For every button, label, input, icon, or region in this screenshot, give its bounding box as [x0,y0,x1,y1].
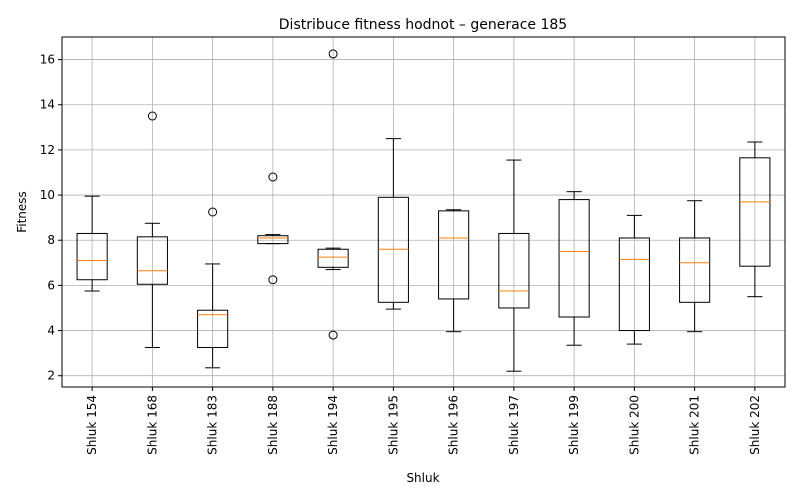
y-tick-label: 6 [47,278,55,292]
box-group [197,207,229,369]
x-tick-label: Shluk 199 [567,395,581,455]
chart-title: Distribuce fitness hodnot – generace 185 [279,17,567,33]
box-group [498,159,530,372]
y-tick-label: 10 [40,188,55,202]
plot-area-frame [61,36,786,388]
box-iqr [558,199,590,318]
box-group [438,209,470,333]
box-iqr [257,235,289,245]
outlier-point [147,111,157,121]
box-iqr [679,237,711,303]
outlier-point [268,275,278,285]
y-tick-label: 14 [40,98,55,112]
x-tick-label: Shluk 197 [507,395,521,455]
x-tick-label: Shluk 196 [447,395,461,455]
x-tick-label: Shluk 195 [386,395,400,455]
x-tick-label: Shluk 188 [266,395,280,455]
outlier-point [268,172,278,182]
x-tick-label: Shluk 200 [627,395,641,455]
box-iqr [438,210,470,300]
x-tick-label: Shluk 202 [748,395,762,455]
box-group [76,195,108,292]
box-iqr [136,236,168,285]
x-tick-label: Shluk 183 [206,395,220,455]
outlier-point [328,49,338,59]
box-iqr [739,157,771,267]
x-tick-label: Shluk 194 [326,395,340,455]
box-iqr [618,237,650,332]
x-axis-label: Shluk [406,471,439,485]
box-group [739,141,771,298]
y-axis-label: Fitness [15,191,29,233]
y-axis-ticks: 2 4 6 8 10 12 14 16 [40,53,62,383]
y-tick-label: 16 [40,53,55,67]
box-group [679,200,711,333]
y-tick-label: 2 [47,369,55,383]
y-tick-label: 12 [40,143,55,157]
box-iqr [377,196,409,303]
x-tick-label: Shluk 154 [85,395,99,455]
outlier-point [208,207,218,217]
box-group [377,138,409,310]
box-iqr [498,232,530,309]
outlier-point [328,330,338,340]
box-iqr [317,248,349,268]
box-series [76,49,771,372]
y-tick-label: 8 [47,233,55,247]
box-iqr [76,232,108,281]
x-axis-ticks: Shluk 154 Shluk 168 Shluk 183 Shluk 188 Shlu… [85,387,762,455]
x-tick-label: Shluk 201 [688,395,702,455]
box-group [618,214,650,345]
box-group [317,49,349,340]
box-group [136,111,168,348]
box-group [257,172,289,285]
box-iqr [197,309,229,348]
y-tick-label: 4 [47,324,55,338]
x-tick-label: Shluk 168 [145,395,159,455]
box-group [558,191,590,346]
